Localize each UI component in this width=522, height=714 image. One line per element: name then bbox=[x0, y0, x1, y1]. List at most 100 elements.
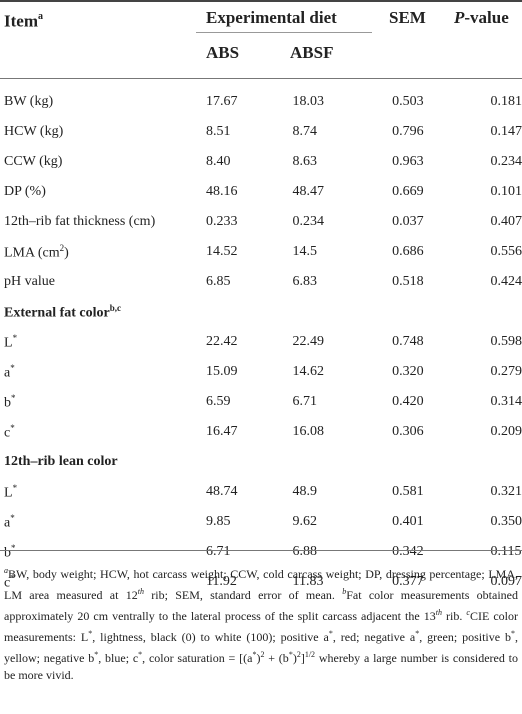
cell-p: 0.101 bbox=[490, 184, 522, 199]
cell-absf: 22.49 bbox=[292, 334, 325, 349]
cell-abs: 9.85 bbox=[205, 514, 231, 529]
cell-sem: 0.401 bbox=[392, 514, 424, 529]
cell-absf: 6.71 bbox=[292, 394, 318, 409]
row-label: b* bbox=[4, 392, 16, 411]
row-label: BW (kg) bbox=[4, 94, 54, 109]
cell-abs: 16.47 bbox=[205, 424, 238, 439]
section-row-lean-color: 12th–rib lean color bbox=[0, 447, 522, 477]
cell-sem: 0.037 bbox=[392, 214, 424, 229]
row-label: pH value bbox=[4, 274, 55, 289]
table-row: c* 11.92 11.83 0.377 0.097 bbox=[0, 567, 522, 597]
cell-abs: 48.74 bbox=[205, 484, 238, 499]
cell-absf: 14.5 bbox=[292, 244, 318, 259]
header-absf: ABSF bbox=[290, 43, 334, 62]
table-row: CCW (kg) 8.40 8.63 0.963 0.234 bbox=[0, 147, 522, 177]
table-row: a* 9.85 9.62 0.401 0.350 bbox=[0, 507, 522, 537]
cell-p: 0.234 bbox=[490, 154, 522, 169]
row-label: L* bbox=[4, 332, 18, 351]
cell-absf: 0.234 bbox=[292, 214, 325, 229]
section-row-external-fat-color: External fat colorb,c bbox=[0, 297, 522, 327]
header-sem: SEM bbox=[389, 8, 426, 27]
header-p-value: P-value bbox=[454, 8, 509, 27]
table-row: a* 15.09 14.62 0.320 0.279 bbox=[0, 357, 522, 387]
cell-sem: 0.963 bbox=[392, 154, 424, 169]
group-rule bbox=[196, 32, 372, 33]
cell-p: 0.598 bbox=[490, 334, 522, 349]
row-label: c* bbox=[4, 572, 15, 591]
row-label: a* bbox=[4, 512, 15, 531]
cell-abs: 6.71 bbox=[205, 544, 231, 559]
cell-sem: 0.306 bbox=[392, 424, 424, 439]
row-label: c* bbox=[4, 422, 15, 441]
row-label: b* bbox=[4, 542, 16, 561]
table-row: c* 16.47 16.08 0.306 0.209 bbox=[0, 417, 522, 447]
cell-p: 0.321 bbox=[490, 484, 522, 499]
table-row: b* 6.71 6.88 0.342 0.115 bbox=[0, 537, 522, 567]
row-label: DP (%) bbox=[4, 184, 46, 199]
cell-absf: 9.62 bbox=[292, 514, 318, 529]
cell-absf: 16.08 bbox=[292, 424, 325, 439]
data-table: BW (kg) 17.67 18.03 0.503 0.181 HCW (kg)… bbox=[0, 87, 522, 597]
row-label: a* bbox=[4, 362, 15, 381]
header-abs: ABS bbox=[206, 43, 240, 62]
table-bottom-rule bbox=[0, 550, 522, 551]
table-row: DP (%) 48.16 48.47 0.669 0.101 bbox=[0, 177, 522, 207]
table-row: 12th–rib fat thickness (cm) 0.233 0.234 … bbox=[0, 207, 522, 237]
cell-p: 0.097 bbox=[490, 574, 522, 589]
header-experimental-diet: Experimental diet bbox=[206, 8, 337, 27]
row-label: 12th–rib fat thickness (cm) bbox=[4, 214, 156, 229]
cell-abs: 6.85 bbox=[205, 274, 231, 289]
table-row: L* 22.42 22.49 0.748 0.598 bbox=[0, 327, 522, 357]
table-row: LMA (cm2) 14.52 14.5 0.686 0.556 bbox=[0, 237, 522, 267]
table-row: b* 6.59 6.71 0.420 0.314 bbox=[0, 387, 522, 417]
cell-abs: 22.42 bbox=[205, 334, 238, 349]
cell-sem: 0.518 bbox=[392, 274, 424, 289]
cell-absf: 11.83 bbox=[292, 574, 324, 589]
cell-abs: 17.67 bbox=[205, 94, 238, 109]
cell-abs: 8.51 bbox=[205, 124, 231, 139]
table-footnote: aBW, body weight; HCW, hot carcass weigh… bbox=[4, 566, 519, 682]
cell-absf: 6.83 bbox=[292, 274, 318, 289]
cell-sem: 0.503 bbox=[392, 94, 424, 109]
cell-p: 0.314 bbox=[490, 394, 522, 409]
cell-absf: 14.62 bbox=[292, 364, 325, 379]
header-bottom-rule bbox=[0, 78, 522, 79]
table-row: HCW (kg) 8.51 8.74 0.796 0.147 bbox=[0, 117, 522, 147]
row-label: CCW (kg) bbox=[4, 154, 63, 169]
section-label: External fat colorb,c bbox=[4, 302, 121, 321]
cell-p: 0.209 bbox=[490, 424, 522, 439]
table-row: BW (kg) 17.67 18.03 0.503 0.181 bbox=[0, 87, 522, 117]
cell-abs: 48.16 bbox=[205, 184, 238, 199]
cell-sem: 0.796 bbox=[392, 124, 424, 139]
row-label: L* bbox=[4, 482, 18, 501]
cell-abs: 14.52 bbox=[205, 244, 238, 259]
cell-absf: 6.88 bbox=[292, 544, 318, 559]
header-item: Itema bbox=[4, 11, 43, 31]
top-rule bbox=[0, 0, 522, 2]
cell-sem: 0.581 bbox=[392, 484, 424, 499]
table-row: pH value 6.85 6.83 0.518 0.424 bbox=[0, 267, 522, 297]
cell-abs: 15.09 bbox=[205, 364, 238, 379]
row-label: HCW (kg) bbox=[4, 124, 64, 139]
cell-sem: 0.686 bbox=[392, 244, 424, 259]
cell-p: 0.115 bbox=[490, 544, 522, 559]
cell-p: 0.279 bbox=[490, 364, 522, 379]
cell-p: 0.350 bbox=[490, 514, 522, 529]
cell-abs: 6.59 bbox=[205, 394, 231, 409]
cell-sem: 0.342 bbox=[392, 544, 424, 559]
cell-sem: 0.377 bbox=[392, 574, 424, 589]
cell-p: 0.556 bbox=[490, 244, 522, 259]
cell-absf: 8.63 bbox=[292, 154, 318, 169]
cell-absf: 48.9 bbox=[292, 484, 318, 499]
cell-p: 0.407 bbox=[490, 214, 522, 229]
cell-p: 0.424 bbox=[490, 274, 522, 289]
cell-abs: 8.40 bbox=[205, 154, 231, 169]
cell-abs: 11.92 bbox=[205, 574, 237, 589]
row-label: LMA (cm2) bbox=[4, 242, 69, 261]
cell-sem: 0.320 bbox=[392, 364, 424, 379]
cell-sem: 0.748 bbox=[392, 334, 424, 349]
cell-p: 0.181 bbox=[490, 94, 522, 109]
cell-absf: 48.47 bbox=[292, 184, 325, 199]
cell-sem: 0.420 bbox=[392, 394, 424, 409]
cell-sem: 0.669 bbox=[392, 184, 424, 199]
